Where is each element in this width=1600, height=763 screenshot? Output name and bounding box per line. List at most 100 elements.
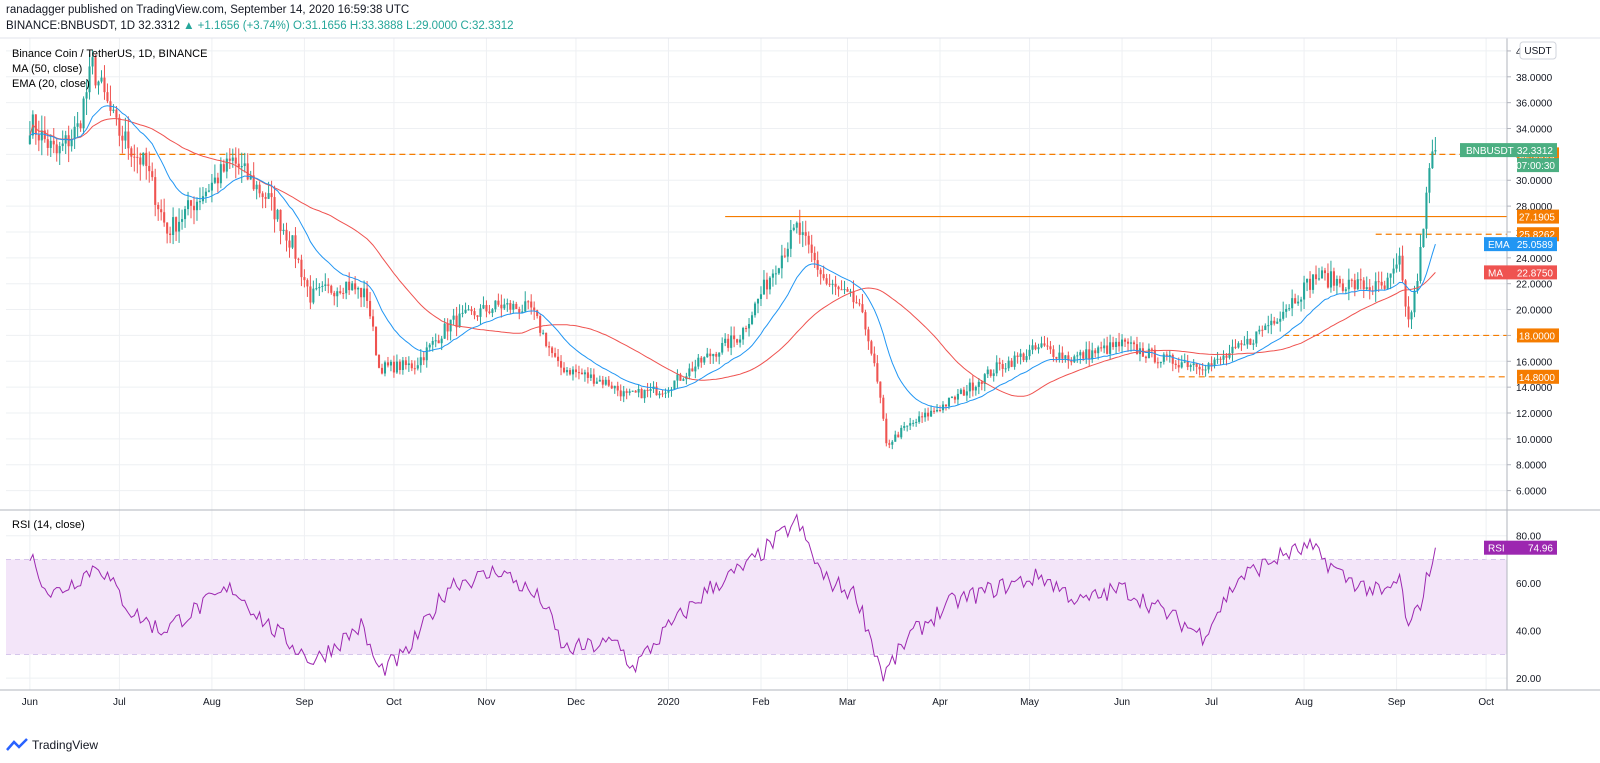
candle-body: [395, 361, 398, 373]
candle-body: [882, 397, 885, 419]
candle-body: [228, 158, 231, 161]
candle-body: [810, 244, 813, 253]
candle-body: [1434, 150, 1437, 152]
candle-body: [258, 184, 261, 194]
candle-body: [255, 184, 258, 190]
candle-body: [1311, 274, 1315, 290]
candle-body: [903, 426, 906, 428]
candle-body: [1162, 354, 1165, 362]
candle-body: [956, 393, 959, 400]
candle-body: [580, 372, 583, 375]
candle-body: [166, 222, 169, 234]
candle-body: [1174, 363, 1177, 366]
candle-body: [175, 217, 178, 232]
candle-body: [1088, 349, 1091, 360]
candle-body: [559, 361, 563, 368]
candle-body: [691, 368, 694, 372]
candle-body: [82, 98, 85, 129]
candle-body: [1073, 356, 1076, 363]
candle-body: [864, 312, 867, 330]
candle-body: [885, 418, 888, 444]
candle-body: [1326, 273, 1329, 288]
candle-body: [1410, 312, 1413, 320]
time-tick-label: Mar: [839, 697, 857, 708]
candle-body: [1303, 282, 1306, 300]
price-tick-label: 36.0000: [1516, 99, 1553, 110]
price-tick-label: 38.0000: [1516, 73, 1553, 84]
rsi-axis[interactable]: 20.00 40.00 60.00 80.00: [1516, 532, 1541, 685]
candle-body: [927, 412, 930, 417]
last-price-symbol: BNBUSDT: [1466, 146, 1514, 157]
time-tick-label: Sep: [1388, 697, 1406, 708]
candle-body: [163, 212, 166, 223]
candle-body: [840, 289, 843, 291]
candle-body: [282, 229, 285, 232]
rsi-tick-label: 40.00: [1516, 627, 1541, 638]
candle-body: [721, 342, 724, 353]
candle-body: [112, 109, 115, 111]
candle-body: [1237, 343, 1240, 348]
candle-body: [897, 434, 900, 438]
candle-body: [900, 427, 903, 438]
candle-body: [297, 258, 300, 260]
candle-body: [213, 177, 216, 183]
candle-body: [756, 298, 760, 304]
candle-body: [121, 135, 124, 141]
candle-body: [661, 393, 664, 395]
candle-body: [184, 209, 187, 220]
candle-body: [422, 357, 425, 361]
candle-body: [727, 338, 730, 348]
candle-body: [986, 369, 989, 375]
horizontal-levels: [119, 153, 1507, 378]
candle-body: [953, 396, 956, 400]
countdown-label-bg: [1517, 158, 1559, 173]
candle-body: [46, 139, 49, 148]
candle-body: [136, 156, 139, 158]
ma-50-line: [29, 118, 1436, 397]
candle-body: [1338, 278, 1341, 284]
candle-body: [846, 289, 849, 292]
rsi-tag-name: RSI: [1488, 544, 1505, 555]
candle-body: [971, 382, 974, 391]
candle-body: [1219, 358, 1222, 360]
candle-body: [995, 362, 998, 374]
candle-body: [643, 389, 646, 399]
candle-body: [849, 291, 852, 293]
candle-body: [1335, 278, 1338, 286]
candle-body: [1058, 352, 1061, 359]
candle-body: [97, 81, 100, 86]
candle-body: [434, 340, 437, 342]
time-axis[interactable]: Jun Jul Aug Sep Oct Nov Dec 2020 Feb Mar Apr May Jun…: [22, 697, 1494, 708]
candle-body: [1288, 308, 1291, 310]
candle-body: [843, 289, 846, 291]
candle-body: [389, 361, 392, 366]
currency-badge[interactable]: USDT: [1519, 41, 1557, 60]
rsi-line: [29, 513, 1436, 682]
candle-body: [1252, 343, 1255, 345]
price-tick-label: 22.0000: [1516, 280, 1553, 291]
candle-body: [1198, 366, 1201, 370]
candle-body: [530, 301, 533, 308]
candle-body: [1037, 347, 1040, 350]
candle-body: [452, 315, 455, 320]
candle-body: [700, 357, 703, 363]
candle-body: [983, 374, 986, 384]
candle-body: [655, 386, 658, 396]
candle-body: [649, 389, 652, 391]
price-tick-label: 14.0000: [1516, 383, 1553, 394]
candle-body: [345, 281, 348, 294]
candle-body: [207, 190, 210, 192]
candle-body: [1314, 274, 1318, 280]
candle-body: [172, 217, 175, 235]
candle-body: [324, 284, 327, 286]
candle-body: [1323, 270, 1327, 274]
candle-body: [91, 57, 94, 67]
price-tick-label: 10.0000: [1516, 435, 1553, 446]
candle-body: [565, 370, 569, 373]
time-tick-label: 2020: [657, 697, 680, 708]
candle-body: [1428, 168, 1431, 193]
candle-body: [142, 152, 145, 165]
ma-tag-name: MA: [1488, 268, 1503, 279]
price-tick-label: 8.0000: [1516, 461, 1547, 472]
